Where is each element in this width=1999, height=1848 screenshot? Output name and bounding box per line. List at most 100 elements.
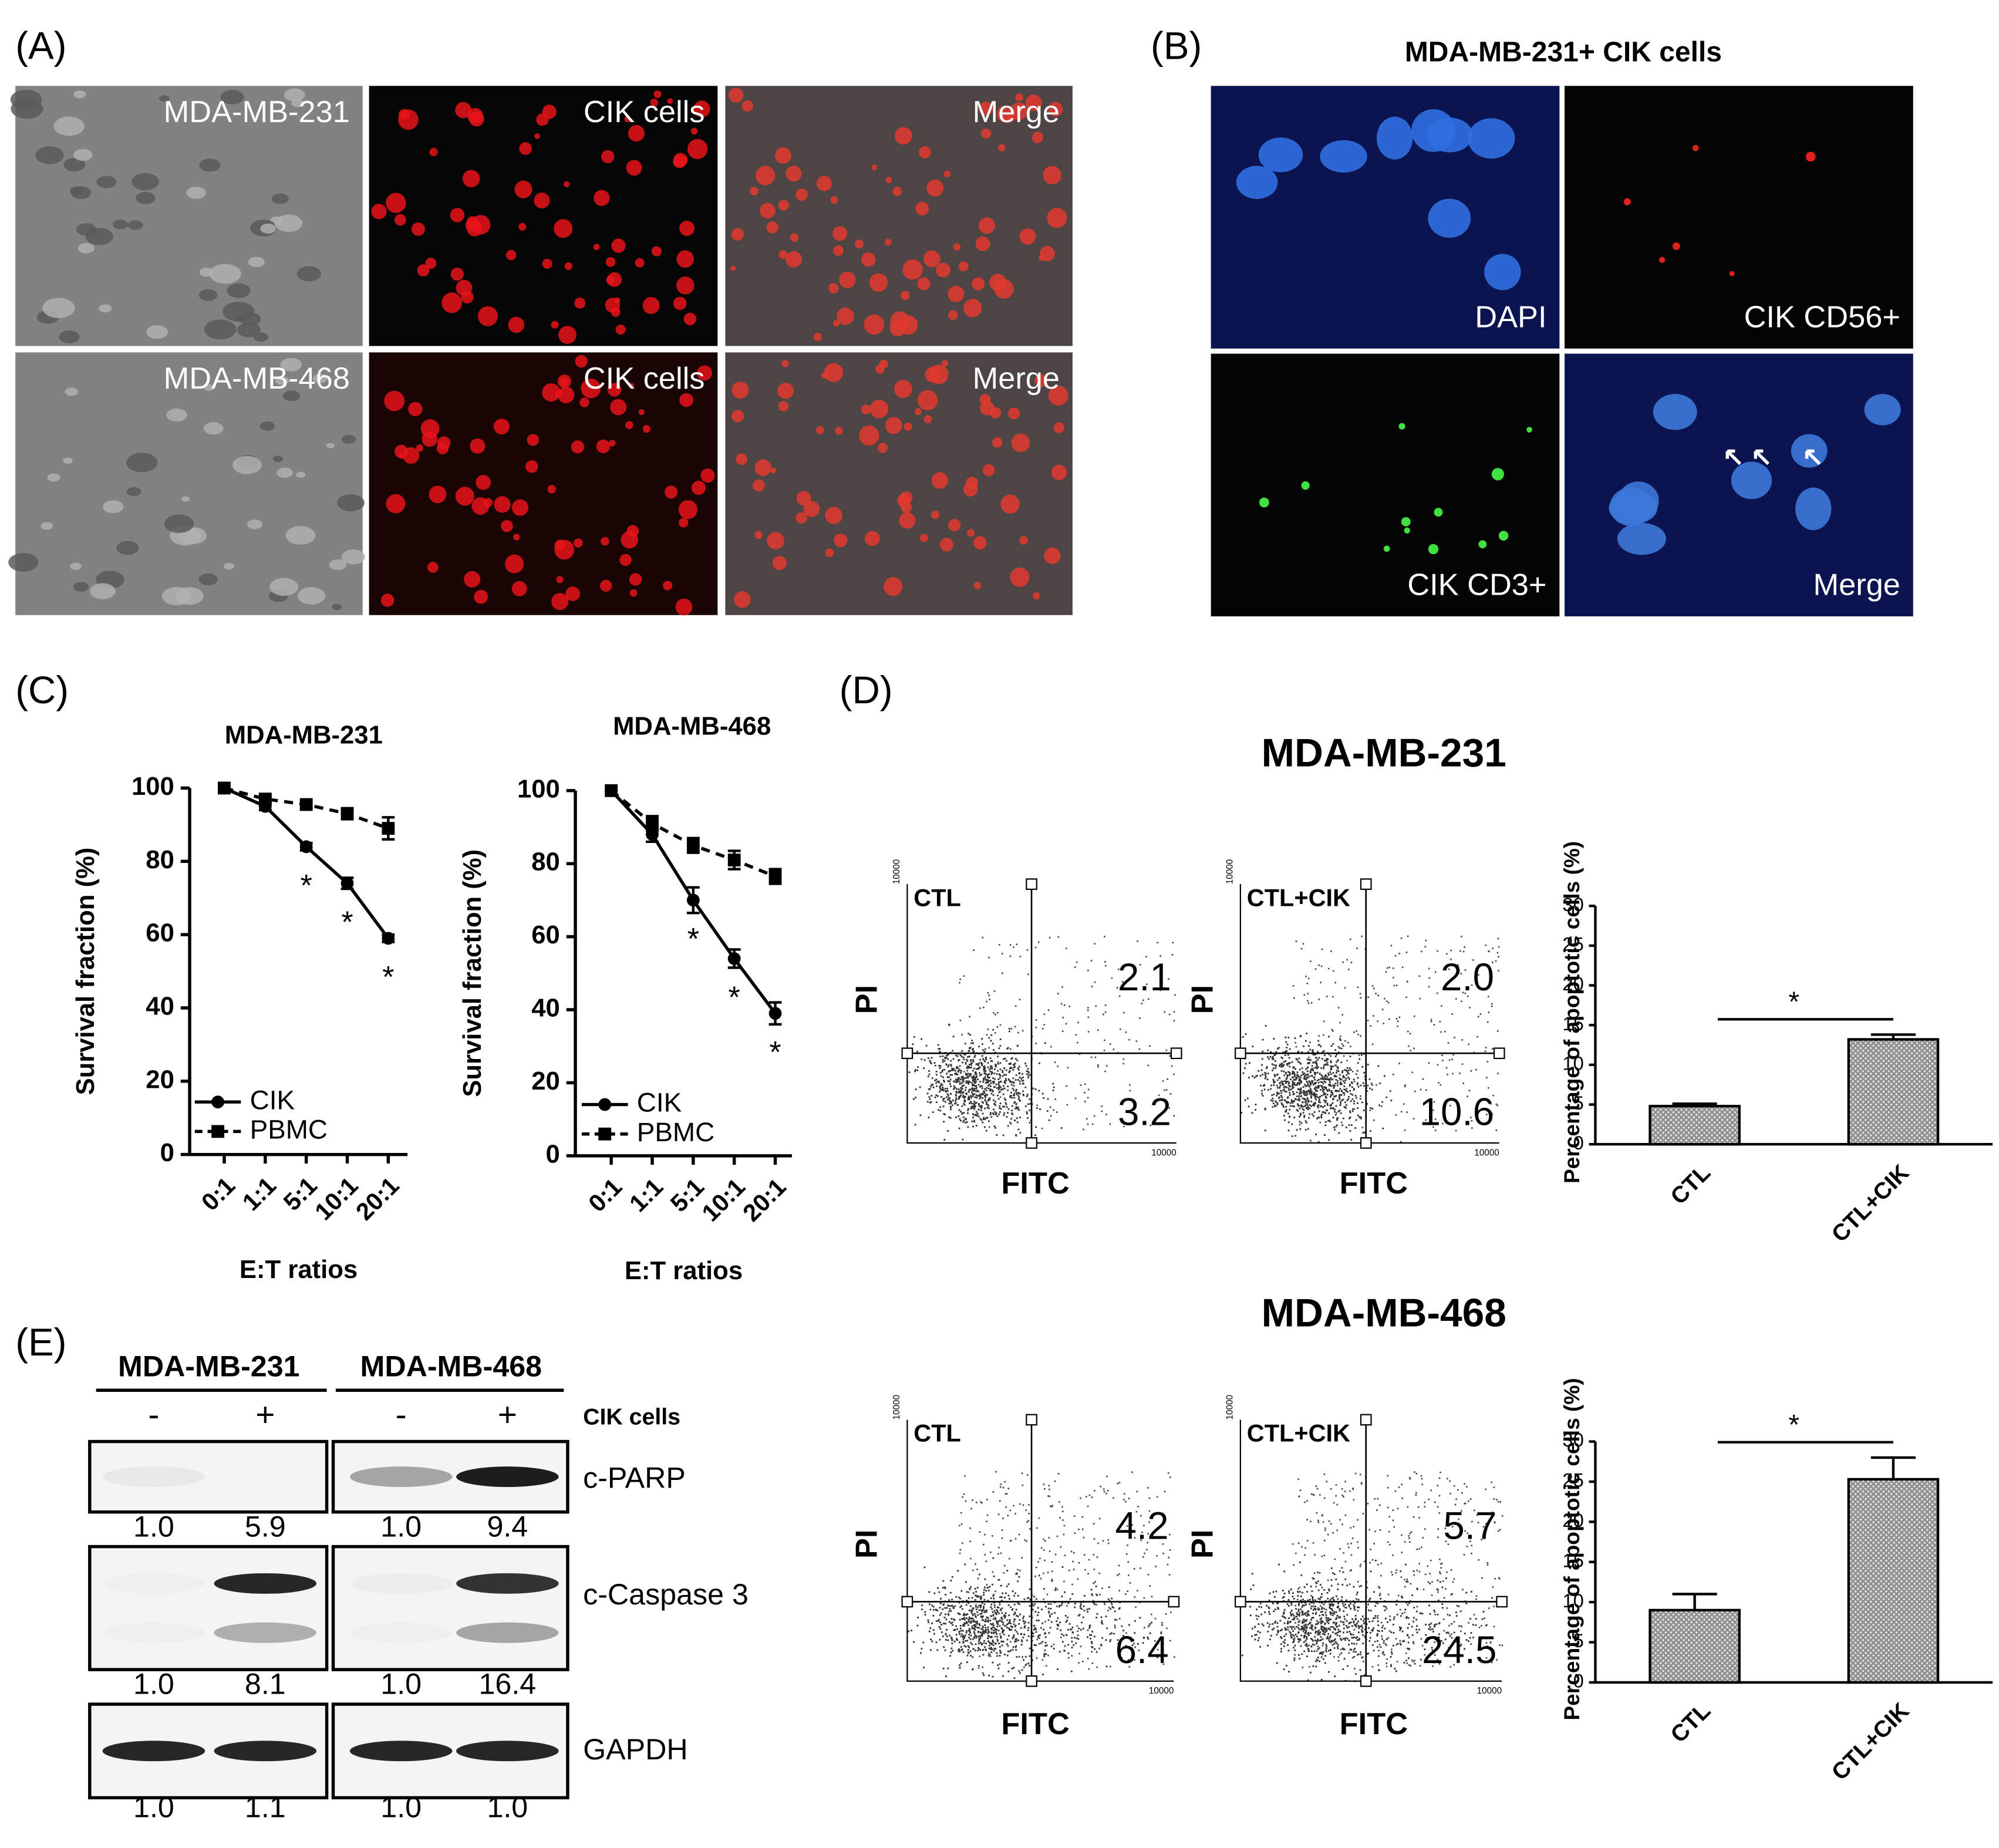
event bbox=[950, 1651, 952, 1654]
event bbox=[1351, 1637, 1353, 1639]
event bbox=[1288, 1671, 1290, 1673]
event bbox=[1027, 973, 1029, 975]
event bbox=[1319, 1598, 1321, 1600]
event bbox=[1312, 1599, 1314, 1601]
event bbox=[1389, 1090, 1391, 1092]
event bbox=[949, 1655, 951, 1657]
event bbox=[1401, 1597, 1403, 1599]
event bbox=[951, 1621, 953, 1624]
event bbox=[1005, 1074, 1007, 1076]
significance: * bbox=[1788, 1409, 1799, 1441]
event bbox=[1283, 1642, 1286, 1644]
event bbox=[1018, 1656, 1020, 1658]
event bbox=[1282, 1106, 1285, 1108]
event bbox=[1407, 1627, 1409, 1629]
event bbox=[1307, 1077, 1309, 1079]
event bbox=[943, 1060, 946, 1062]
event bbox=[940, 1603, 942, 1604]
event bbox=[1307, 993, 1309, 994]
event bbox=[1000, 1617, 1003, 1618]
event bbox=[1491, 1003, 1493, 1005]
event bbox=[962, 1625, 965, 1627]
cell bbox=[926, 179, 944, 197]
event bbox=[969, 1067, 971, 1068]
event bbox=[997, 1011, 999, 1014]
event bbox=[1324, 1097, 1327, 1099]
event bbox=[1370, 1083, 1373, 1084]
event bbox=[1351, 1086, 1353, 1088]
event bbox=[1324, 1611, 1327, 1614]
event bbox=[964, 1475, 966, 1477]
event bbox=[1013, 1634, 1015, 1636]
event bbox=[989, 1080, 992, 1082]
event bbox=[983, 1077, 985, 1080]
event bbox=[1297, 1627, 1299, 1629]
event bbox=[1304, 1092, 1306, 1094]
cell bbox=[557, 374, 571, 388]
event bbox=[982, 1615, 984, 1617]
event bbox=[1088, 1625, 1091, 1627]
event bbox=[992, 1090, 994, 1092]
event bbox=[988, 1037, 990, 1039]
event bbox=[1000, 1080, 1002, 1083]
event bbox=[1470, 1117, 1472, 1118]
event bbox=[967, 1081, 969, 1083]
event bbox=[1303, 994, 1306, 996]
event bbox=[959, 1625, 962, 1627]
event bbox=[1149, 1124, 1152, 1127]
event bbox=[1331, 1092, 1333, 1094]
event bbox=[1330, 1061, 1332, 1064]
event bbox=[998, 1579, 1000, 1581]
event bbox=[1147, 1573, 1149, 1576]
event bbox=[1035, 1566, 1037, 1569]
event bbox=[999, 1024, 1002, 1026]
event bbox=[1401, 1630, 1404, 1633]
event bbox=[923, 1059, 926, 1061]
event bbox=[969, 1016, 970, 1018]
event bbox=[1277, 1631, 1279, 1634]
event bbox=[1411, 1594, 1413, 1596]
event bbox=[983, 1060, 985, 1061]
cell bbox=[777, 383, 794, 399]
event bbox=[1327, 1635, 1329, 1638]
event bbox=[983, 1633, 985, 1634]
event bbox=[931, 1077, 933, 1080]
event bbox=[970, 1611, 973, 1613]
event bbox=[1162, 1648, 1164, 1650]
event bbox=[1013, 1064, 1016, 1066]
event bbox=[1328, 1112, 1330, 1114]
event bbox=[1370, 1107, 1372, 1109]
event bbox=[1299, 1078, 1301, 1080]
event bbox=[1018, 1670, 1020, 1672]
event bbox=[985, 1129, 987, 1132]
event bbox=[1293, 1617, 1296, 1620]
event bbox=[1367, 1020, 1369, 1021]
event bbox=[1043, 1013, 1046, 1016]
event bbox=[1104, 1039, 1105, 1041]
event bbox=[974, 1085, 976, 1087]
event bbox=[1328, 1036, 1330, 1038]
event bbox=[969, 1618, 971, 1620]
event bbox=[1300, 1122, 1303, 1124]
event bbox=[1002, 1621, 1004, 1623]
event bbox=[973, 1067, 975, 1070]
event bbox=[1297, 1604, 1300, 1606]
event bbox=[1354, 1651, 1357, 1653]
event bbox=[1468, 1043, 1470, 1046]
event bbox=[994, 1627, 996, 1630]
event bbox=[1135, 1040, 1138, 1042]
event bbox=[919, 1086, 921, 1088]
event bbox=[1023, 1094, 1025, 1097]
event bbox=[963, 1078, 965, 1080]
event bbox=[947, 1058, 949, 1060]
event bbox=[992, 1077, 994, 1080]
event bbox=[1002, 1640, 1004, 1643]
quadrant-lines bbox=[1240, 884, 1499, 1144]
event bbox=[973, 1100, 976, 1102]
event bbox=[1091, 1641, 1093, 1643]
event bbox=[935, 1101, 938, 1104]
event bbox=[1314, 1599, 1316, 1601]
event bbox=[997, 1088, 1000, 1091]
event bbox=[1326, 1102, 1329, 1105]
y-tick-label: 30 bbox=[1562, 893, 1583, 915]
